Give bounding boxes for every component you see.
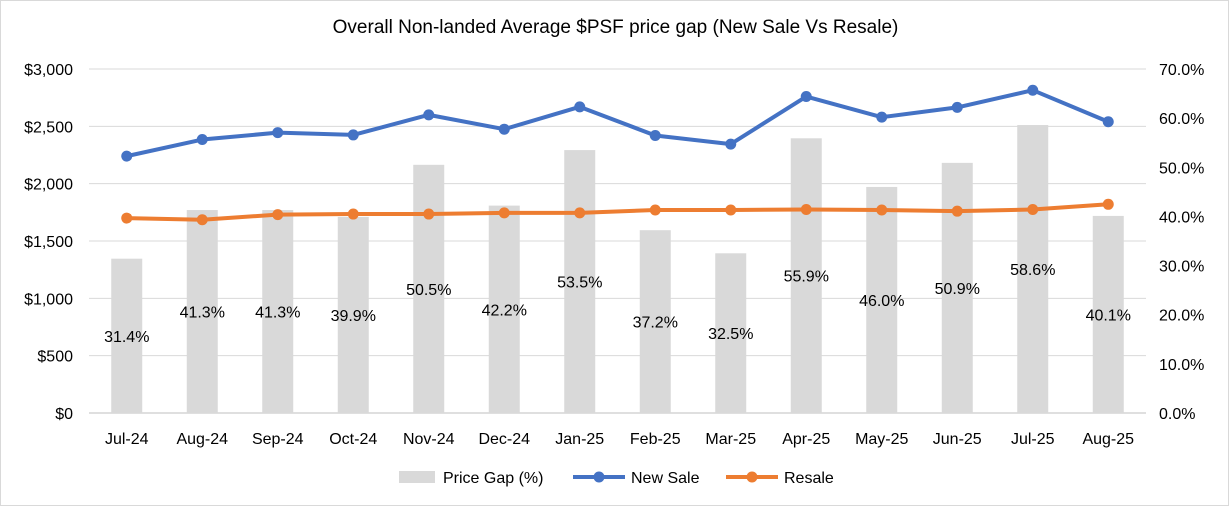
point-new-sale	[272, 127, 284, 139]
bar-price-gap	[715, 253, 747, 413]
right-axis-tick-label: 10.0%	[1159, 357, 1204, 374]
x-axis-tick-label: Nov-24	[403, 431, 455, 448]
bar-data-label: 46.0%	[859, 293, 904, 310]
bar-price-gap	[639, 230, 671, 413]
legend-label-resale: Resale	[784, 470, 834, 487]
x-axis-tick-label: Aug-24	[176, 431, 228, 448]
bar-data-label: 55.9%	[784, 269, 829, 286]
point-new-sale	[876, 111, 888, 123]
line-new-sale	[124, 88, 1111, 159]
point-resale	[574, 207, 586, 219]
legend-label-new-sale: New Sale	[631, 470, 700, 487]
bar-data-label: 53.5%	[557, 275, 602, 292]
x-axis-tick-label: Sep-24	[252, 431, 304, 448]
point-new-sale	[951, 101, 963, 113]
point-resale	[121, 212, 133, 224]
bar-price-gap	[337, 216, 369, 413]
bar-data-label: 58.6%	[1010, 262, 1055, 279]
point-resale	[649, 204, 661, 216]
point-new-sale	[1027, 84, 1039, 96]
bar-price-gap	[262, 210, 294, 413]
left-axis-tick-label: $500	[37, 349, 73, 366]
bar-price-gap	[866, 186, 898, 413]
bar-price-gap	[790, 138, 822, 413]
x-axis-tick-label: Apr-25	[782, 431, 830, 448]
legend-swatch-price-gap	[399, 471, 435, 483]
bar-data-label: 31.4%	[104, 329, 149, 346]
x-axis-tick-label: Jul-24	[105, 431, 149, 448]
point-resale	[800, 203, 812, 215]
point-resale	[498, 207, 510, 219]
x-axis-tick-label: Oct-24	[329, 431, 377, 448]
point-new-sale	[1102, 116, 1114, 128]
point-resale	[725, 204, 737, 216]
bar-data-label: 41.3%	[255, 305, 300, 322]
bar-price-gap	[186, 210, 218, 413]
point-new-sale	[800, 91, 812, 103]
point-new-sale	[649, 130, 661, 142]
point-resale	[1027, 203, 1039, 215]
x-axis-tick-label: Jul-25	[1011, 431, 1055, 448]
bar-data-label: 41.3%	[180, 305, 225, 322]
point-new-sale	[347, 129, 359, 141]
left-axis-tick-label: $3,000	[24, 62, 73, 79]
right-axis-tick-label: 70.0%	[1159, 62, 1204, 79]
bar-price-gap	[1092, 215, 1124, 413]
left-axis-tick-label: $2,000	[24, 177, 73, 194]
bar-price-gap	[111, 258, 143, 413]
left-axis-tick-label: $1,500	[24, 234, 73, 251]
bar-data-label: 39.9%	[331, 308, 376, 325]
legend-marker-resale	[746, 471, 758, 483]
left-axis-tick-label: $0	[55, 406, 73, 423]
point-resale	[423, 208, 435, 220]
point-new-sale	[725, 138, 737, 150]
point-resale	[196, 214, 208, 226]
x-axis-tick-label: Jun-25	[933, 431, 982, 448]
bar-price-gap	[413, 164, 445, 413]
bar-price-gap	[564, 150, 596, 414]
point-new-sale	[498, 123, 510, 135]
x-axis-tick-label: May-25	[855, 431, 908, 448]
x-axis-tick-label: Jan-25	[555, 431, 604, 448]
left-axis-tick-label: $1,000	[24, 291, 73, 308]
point-resale	[347, 208, 359, 220]
point-resale	[1102, 198, 1114, 210]
right-axis-tick-label: 20.0%	[1159, 308, 1204, 325]
x-axis-tick-label: Aug-25	[1082, 431, 1134, 448]
point-new-sale	[574, 101, 586, 113]
bar-data-label: 42.2%	[482, 302, 527, 319]
line-resale	[124, 202, 1111, 222]
bar-data-label: 32.5%	[708, 326, 753, 343]
x-axis-tick-label: Dec-24	[478, 431, 530, 448]
point-resale	[951, 205, 963, 217]
bar-price-gap	[488, 205, 520, 413]
point-resale	[272, 209, 284, 221]
legend-label-price-gap: Price Gap (%)	[443, 470, 543, 487]
right-axis-tick-label: 60.0%	[1159, 111, 1204, 128]
bar-data-label: 37.2%	[633, 315, 678, 332]
right-axis-tick-label: 30.0%	[1159, 259, 1204, 276]
right-axis-tick-label: 50.0%	[1159, 160, 1204, 177]
bar-price-gap	[941, 162, 973, 413]
x-axis-tick-label: Feb-25	[630, 431, 681, 448]
bar-price-gap	[1017, 125, 1049, 413]
point-resale	[876, 204, 888, 216]
bar-data-label: 50.5%	[406, 282, 451, 299]
bar-data-label: 40.1%	[1086, 307, 1131, 324]
left-axis-tick-label: $2,500	[24, 119, 73, 136]
chart-title: Overall Non-landed Average $PSF price ga…	[332, 17, 899, 38]
right-axis-tick-label: 0.0%	[1159, 406, 1195, 423]
legend-marker-new-sale	[593, 471, 605, 483]
right-axis-tick-label: 40.0%	[1159, 209, 1204, 226]
bar-data-label: 50.9%	[935, 281, 980, 298]
x-axis-tick-label: Mar-25	[705, 431, 756, 448]
point-new-sale	[196, 134, 208, 146]
point-new-sale	[121, 150, 133, 162]
point-new-sale	[423, 109, 435, 121]
